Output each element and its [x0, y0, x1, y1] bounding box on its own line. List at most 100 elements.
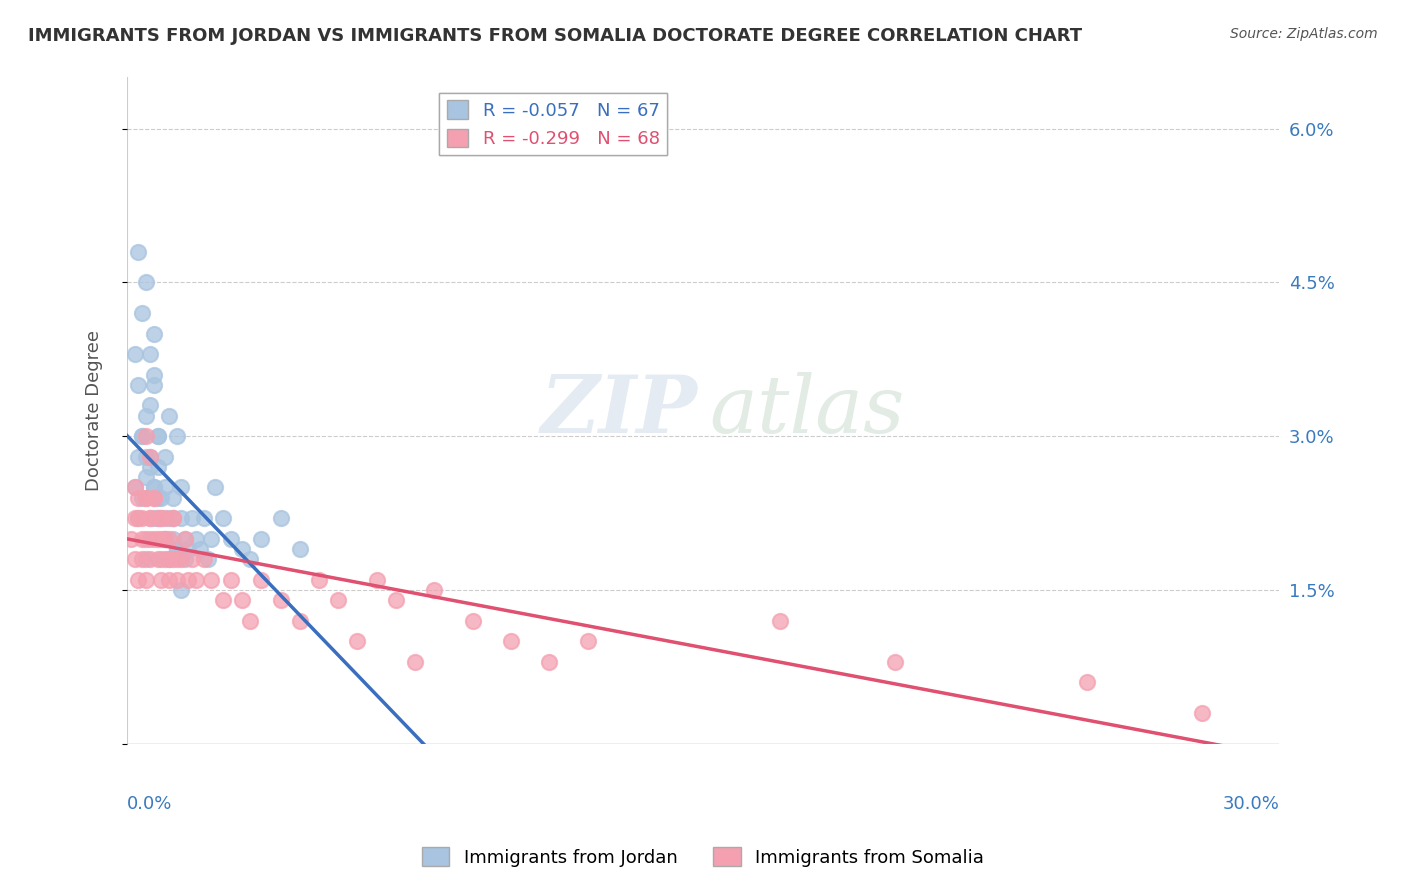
Point [127, 511, 149, 525]
Point [150, 552, 173, 566]
Point [499, 634, 522, 648]
Point [166, 429, 188, 443]
Point [288, 614, 311, 628]
Text: Source: ZipAtlas.com: Source: ZipAtlas.com [1230, 27, 1378, 41]
Point [124, 480, 146, 494]
Point [461, 614, 484, 628]
Point [155, 552, 177, 566]
Point [135, 552, 157, 566]
Point [142, 378, 165, 392]
Point [146, 511, 169, 525]
Point [139, 347, 162, 361]
Point [404, 655, 426, 669]
Point [155, 450, 177, 464]
Point [146, 532, 169, 546]
Point [120, 532, 142, 546]
Point [173, 532, 195, 546]
Point [135, 491, 157, 505]
Point [157, 552, 180, 566]
Point [231, 593, 253, 607]
Point [423, 582, 446, 597]
Point [146, 429, 169, 443]
Point [142, 480, 165, 494]
Point [142, 532, 165, 546]
Point [204, 480, 226, 494]
Point [127, 491, 149, 505]
Point [288, 541, 311, 556]
Point [155, 532, 177, 546]
Point [135, 573, 157, 587]
Point [135, 429, 157, 443]
Point [270, 511, 292, 525]
Point [127, 573, 149, 587]
Point [127, 378, 149, 392]
Point [250, 573, 273, 587]
Point [166, 541, 188, 556]
Point [328, 593, 350, 607]
Point [155, 532, 177, 546]
Point [157, 409, 180, 423]
Point [124, 511, 146, 525]
Point [135, 491, 157, 505]
Point [146, 552, 169, 566]
Point [124, 480, 146, 494]
Point [170, 511, 193, 525]
Point [219, 532, 242, 546]
Text: 30.0%: 30.0% [1222, 795, 1279, 813]
Point [173, 532, 195, 546]
Point [142, 511, 165, 525]
Point [157, 573, 180, 587]
Text: ZIP: ZIP [540, 372, 697, 450]
Point [270, 593, 292, 607]
Point [131, 306, 153, 320]
Point [157, 532, 180, 546]
Point [135, 450, 157, 464]
Text: atlas: atlas [709, 372, 904, 450]
Point [142, 491, 165, 505]
Point [170, 582, 193, 597]
Point [197, 552, 219, 566]
Point [157, 511, 180, 525]
Point [173, 552, 195, 566]
Point [166, 573, 188, 587]
Point [139, 511, 162, 525]
Point [139, 450, 162, 464]
Point [181, 552, 204, 566]
Point [219, 573, 242, 587]
Point [181, 511, 204, 525]
Point [177, 573, 200, 587]
Point [150, 532, 173, 546]
Point [231, 541, 253, 556]
Point [146, 511, 169, 525]
Point [157, 552, 180, 566]
Point [212, 511, 235, 525]
Y-axis label: Doctorate Degree: Doctorate Degree [86, 330, 103, 491]
Point [1076, 675, 1098, 690]
Point [131, 552, 153, 566]
Point [250, 532, 273, 546]
Point [135, 276, 157, 290]
Legend: R = -0.057   N = 67, R = -0.299   N = 68: R = -0.057 N = 67, R = -0.299 N = 68 [440, 93, 666, 155]
Point [131, 429, 153, 443]
Point [170, 552, 193, 566]
Point [384, 593, 406, 607]
Point [139, 532, 162, 546]
Point [150, 573, 173, 587]
Point [162, 552, 184, 566]
Point [142, 326, 165, 341]
Point [576, 634, 599, 648]
Point [170, 480, 193, 494]
Point [346, 634, 368, 648]
Point [127, 244, 149, 259]
Point [150, 491, 173, 505]
Point [139, 511, 162, 525]
Point [308, 573, 330, 587]
Point [239, 614, 262, 628]
Point [139, 459, 162, 474]
Point [135, 409, 157, 423]
Point [135, 470, 157, 484]
Point [162, 511, 184, 525]
Point [193, 511, 215, 525]
Point [155, 480, 177, 494]
Point [538, 655, 561, 669]
